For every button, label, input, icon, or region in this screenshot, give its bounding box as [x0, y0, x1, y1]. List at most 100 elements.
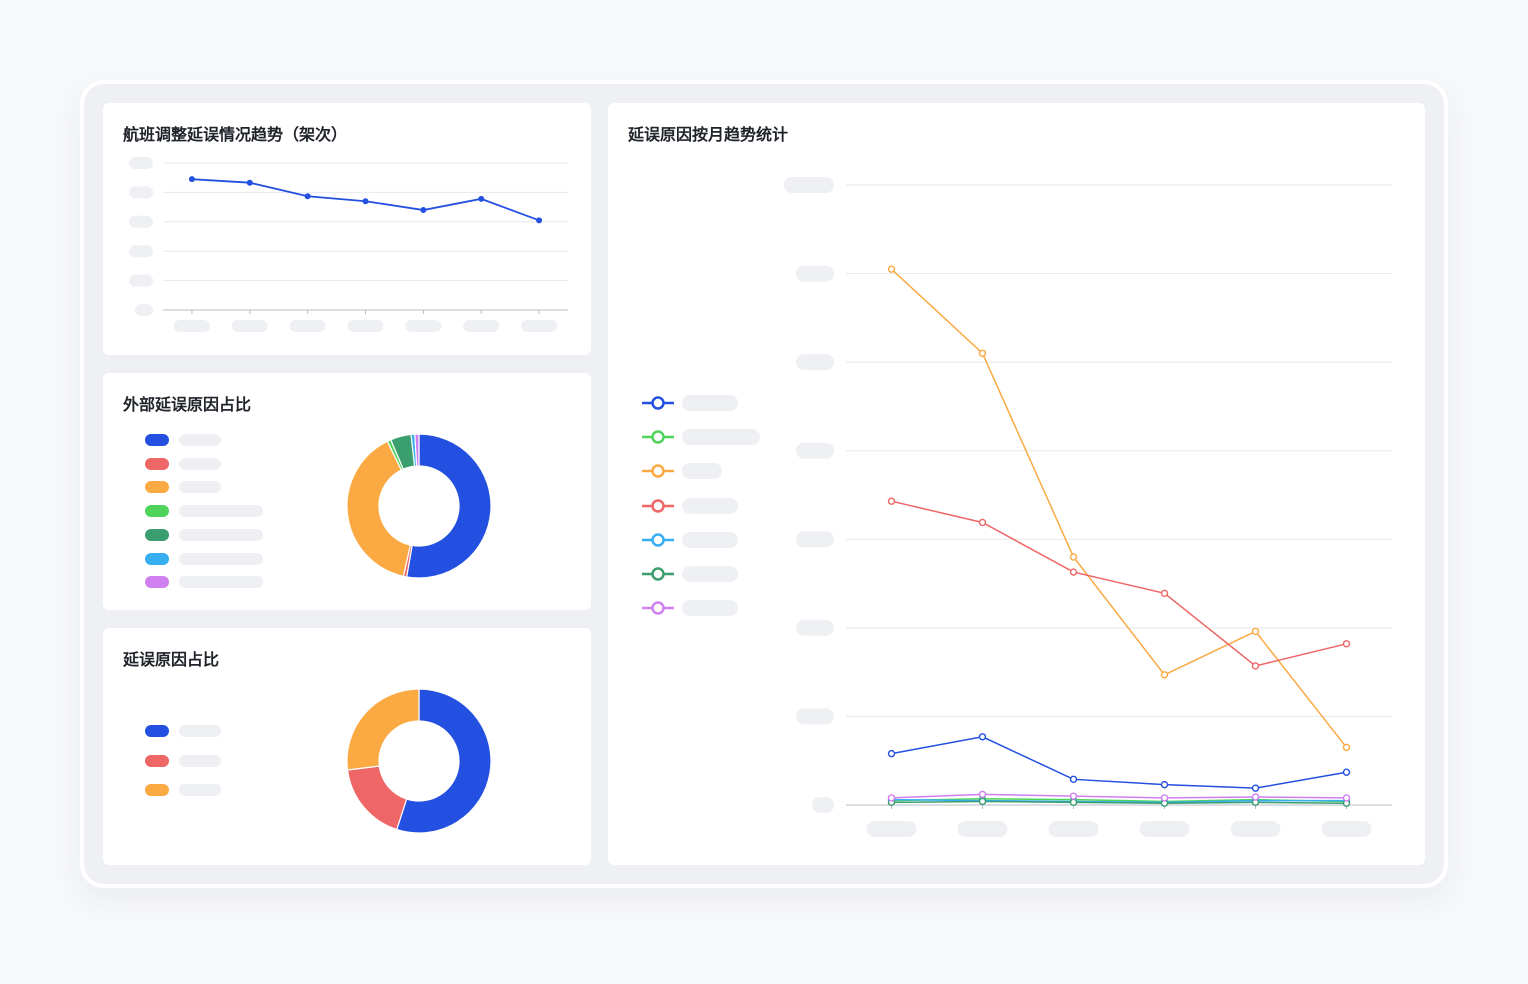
- data-point: [1342, 743, 1351, 752]
- legend-label: [682, 463, 722, 480]
- legend-label: [179, 754, 221, 767]
- legend-label: [179, 434, 221, 446]
- data-point: [1251, 627, 1260, 636]
- pie-slice: [346, 688, 420, 771]
- data-point: [1160, 780, 1169, 789]
- y-tick-label: [796, 354, 834, 371]
- legend-label: [682, 566, 738, 582]
- pie-slice: [346, 440, 412, 578]
- data-point: [978, 797, 987, 806]
- y-tick-label: [129, 274, 153, 287]
- monthly-title: 延误原因按月趋势统计: [628, 125, 789, 144]
- x-tick-label: [521, 320, 558, 332]
- y-tick-label: [812, 797, 834, 813]
- data-point: [1160, 671, 1169, 679]
- legend-label: [179, 725, 221, 737]
- data-point: [478, 195, 485, 202]
- legend-marker: [642, 601, 674, 615]
- data-point: [978, 349, 987, 357]
- legend-label: [179, 576, 263, 589]
- legend-marker-dot: [651, 567, 665, 581]
- data-point: [887, 497, 896, 505]
- legend-marker: [642, 464, 674, 479]
- legend-swatch: [145, 754, 169, 767]
- data-point: [887, 265, 896, 273]
- legend-marker: [642, 430, 674, 444]
- legend-label: [682, 395, 738, 411]
- legend-label: [682, 600, 738, 617]
- data-point: [1160, 794, 1169, 802]
- external-card: 外部延误原因占比: [103, 373, 591, 610]
- legend-swatch: [145, 552, 169, 565]
- data-point: [536, 217, 543, 224]
- legend-marker-dot: [651, 430, 665, 444]
- x-tick-label: [1048, 821, 1099, 837]
- data-point: [1069, 775, 1078, 784]
- legend-swatch: [145, 725, 169, 737]
- x-tick-label: [957, 821, 1008, 837]
- reason-card: 延误原因占比: [103, 628, 591, 865]
- x-tick-label: [463, 320, 500, 332]
- legend-label: [179, 528, 263, 541]
- trend-card: 航班调整延误情况趋势（架次）: [103, 103, 591, 355]
- x-tick-label: [173, 320, 210, 332]
- pie-slice: [405, 433, 492, 579]
- monthly-chart: [784, 177, 1392, 837]
- data-point: [887, 794, 896, 802]
- legend-marker: [642, 396, 674, 410]
- legend-marker-dot: [651, 533, 665, 547]
- y-tick-label: [796, 619, 834, 636]
- dashboard-frame: 航班调整延误情况趋势（架次） 外部延误原因占比 延误原因占比 延误原因按月趋势统…: [80, 80, 1448, 888]
- legend-label: [682, 497, 738, 514]
- data-point: [1342, 794, 1351, 802]
- x-tick-label: [347, 320, 384, 332]
- series-line: [891, 798, 1347, 804]
- external-title: 外部延误原因占比: [123, 395, 252, 414]
- x-tick-label: [289, 320, 326, 332]
- legend-swatch: [145, 434, 169, 446]
- x-tick-label: [1139, 821, 1190, 837]
- y-tick-label: [135, 304, 153, 316]
- legend-swatch: [145, 528, 169, 541]
- legend-label: [682, 531, 738, 548]
- legend-swatch: [145, 576, 169, 589]
- monthly-card: 延误原因按月趋势统计: [608, 103, 1425, 865]
- data-point: [304, 193, 311, 200]
- legend-marker-dot: [651, 498, 665, 513]
- series-line: [890, 268, 1348, 748]
- data-point: [1342, 640, 1351, 648]
- data-point: [887, 749, 896, 758]
- data-point: [1069, 792, 1078, 800]
- trend-chart: [129, 157, 568, 332]
- data-point: [1069, 553, 1078, 561]
- data-point: [1342, 768, 1351, 776]
- x-tick-label: [1230, 821, 1281, 837]
- pie-slice: [395, 688, 492, 834]
- external-donut-chart: [346, 433, 492, 579]
- legend-label: [179, 505, 263, 518]
- legend-swatch: [145, 505, 169, 518]
- legend-label: [179, 481, 221, 494]
- x-tick-label: [231, 320, 268, 332]
- legend-marker: [642, 567, 674, 581]
- legend-marker-dot: [651, 601, 665, 615]
- data-point: [978, 790, 987, 799]
- data-point: [1251, 784, 1260, 792]
- legend-label: [179, 784, 221, 796]
- series-line: [891, 500, 1347, 667]
- y-tick-label: [129, 215, 153, 228]
- series-line: [891, 800, 1347, 804]
- series-line: [891, 793, 1347, 799]
- legend-marker-dot: [651, 396, 665, 410]
- data-point: [1069, 568, 1078, 576]
- data-point: [1251, 793, 1260, 801]
- data-point: [188, 176, 195, 183]
- pie-slice: [346, 765, 408, 831]
- y-tick-label: [796, 531, 834, 548]
- data-point: [978, 733, 987, 741]
- legend-swatch: [145, 457, 169, 470]
- y-tick-label: [129, 186, 153, 199]
- data-point: [246, 179, 253, 186]
- x-tick-label: [866, 821, 917, 837]
- data-point: [1069, 798, 1078, 807]
